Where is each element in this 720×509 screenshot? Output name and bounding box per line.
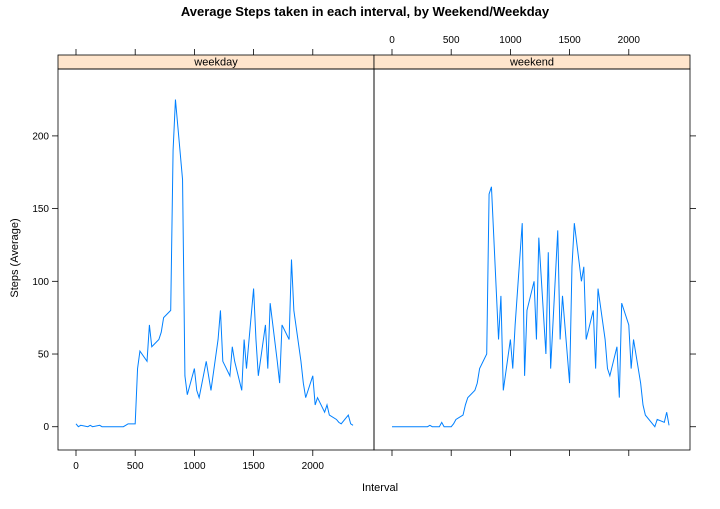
y-axis-label: Steps (Average) [9, 218, 21, 297]
series-line [75, 99, 354, 428]
x-tick-label: 500 [443, 35, 460, 46]
panel [57, 68, 375, 451]
y-tick-label: 50 [38, 350, 50, 361]
x-tick-label: 2000 [302, 461, 325, 472]
x-tick-label: 1500 [558, 35, 581, 46]
x-tick-label: 2000 [618, 35, 641, 46]
y-tick-label: 150 [32, 204, 49, 215]
x-tick-label: 0 [73, 461, 79, 472]
series-line [392, 186, 670, 428]
y-tick-label: 200 [32, 131, 49, 142]
y-tick-label: 100 [32, 277, 49, 288]
strip-label: weekend [509, 57, 554, 69]
panel [373, 68, 691, 451]
x-tick-label: 1500 [242, 461, 265, 472]
x-tick-label: 1000 [499, 35, 522, 46]
y-tick-label: 0 [43, 422, 49, 433]
chart-title: Average Steps taken in each interval, by… [181, 4, 550, 19]
x-tick-label: 500 [127, 461, 144, 472]
x-tick-label: 1000 [183, 461, 206, 472]
x-axis-label: Interval [362, 482, 398, 494]
strip-label: weekday [193, 57, 238, 69]
x-tick-label: 0 [389, 35, 395, 46]
